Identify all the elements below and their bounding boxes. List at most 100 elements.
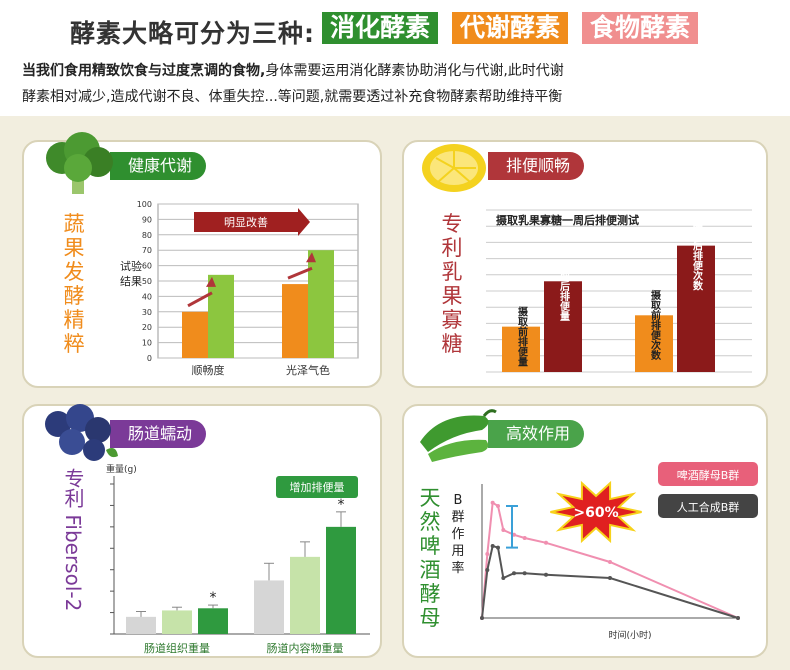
y-tick-label: 0: [147, 354, 152, 363]
y-tick-label: 30: [142, 308, 152, 317]
y-axis-label-line2: 结果: [120, 275, 142, 288]
callout-text: >60%: [573, 505, 618, 521]
y-tick-label: 60: [142, 262, 152, 271]
series-point-1: [544, 572, 548, 577]
improvement-arrow: [287, 266, 313, 280]
y-tick-label: 40: [142, 292, 152, 301]
y-tick-label: 80: [142, 231, 152, 240]
bar-high: [326, 526, 356, 634]
bar-control: [126, 616, 156, 634]
y-tick-label: 100: [137, 200, 152, 209]
bar-label-before: 摄取前排便量: [516, 305, 528, 366]
intro-line-1-bold: 当我们食用精致饮食与过度烹调的食物,: [22, 63, 266, 79]
label-efficacy: 高效作用: [488, 420, 585, 448]
x-category-label: 光泽气色: [286, 363, 330, 377]
product-bowel-text: 专利乳果寡糖: [441, 212, 463, 356]
product-efficacy: 天然啤酒酵母: [418, 486, 442, 630]
y-tick-label: 50: [142, 277, 152, 286]
y-axis-label: 重量(g): [106, 463, 137, 475]
legend-text-1: 啤酒酵母B群: [677, 468, 740, 482]
bar-low: [290, 556, 320, 634]
type-badge-digestive: 消化酵素: [322, 12, 439, 44]
pepper-icon: [420, 409, 497, 462]
series-point-1: [485, 568, 490, 572]
chart-title: 摄取乳果寡糖一周后排便测试: [496, 213, 639, 227]
type-badge-metabolic: 代谢酵素: [452, 12, 569, 44]
arrow-head: [206, 276, 216, 287]
intro-line-1: 当我们食用精致饮食与过度烹调的食物,身体需要运用消化酵素协助消化与代谢,此时代谢: [22, 58, 772, 84]
series-point-0: [496, 504, 500, 508]
x-category-label: 顺畅度: [192, 363, 225, 377]
annotation-box: [194, 212, 298, 232]
label-bowel: 排便顺畅: [488, 152, 585, 180]
product-intestine: 专利 Fibersol-2: [60, 468, 86, 616]
product-health: 蔬果发酵精粹: [62, 212, 86, 356]
bar-before: [502, 326, 540, 372]
legend-box-1: [658, 462, 758, 486]
x-category-label: 肠道内容物重量: [267, 641, 344, 655]
starburst-callout: [550, 480, 642, 544]
series-line-0: [481, 501, 739, 619]
bar-control: [254, 580, 284, 634]
y-axis-label-char: 作: [451, 527, 464, 542]
series-point-0: [485, 552, 490, 556]
significance-mark: *: [210, 590, 217, 606]
bar-label-after: 摄取后排便量: [558, 260, 570, 321]
bar-after: [677, 245, 715, 372]
page-title: 酵素大略可分为三种:: [70, 19, 315, 48]
product-health-text: 蔬果发酵精粹: [63, 212, 85, 356]
legend-box-2: [658, 494, 758, 518]
y-axis-label-char: 率: [451, 560, 464, 576]
bar-after: [308, 250, 334, 358]
series-point-0: [608, 560, 612, 564]
title-row: 酵素大略可分为三种: 消化酵素 代谢酵素 食物酵素: [0, 6, 790, 50]
bar-after: [544, 281, 582, 372]
label-health: 健康代谢: [110, 152, 207, 180]
intro-text: 当我们食用精致饮食与过度烹调的食物,身体需要运用消化酵素协助消化与代谢,此时代谢…: [22, 58, 772, 110]
series-point-1: [512, 571, 516, 576]
bar-label-after: 摄取后排便次数: [691, 219, 703, 291]
legend-text-2: 人工合成B群: [677, 500, 740, 514]
intro-line-1-rest: 身体需要运用消化酵素协助消化与代谢,此时代谢: [265, 63, 564, 79]
series-point-1: [496, 545, 500, 550]
series-point-1: [608, 576, 612, 580]
bar-after: [208, 274, 234, 358]
label-intestine: 肠道蠕动: [110, 420, 207, 448]
y-axis-label-char: 群: [451, 510, 464, 525]
series-point-0: [522, 536, 527, 540]
y-tick-label: 10: [142, 339, 152, 348]
series-point-1: [480, 616, 484, 620]
x-axis-label: 时间(小时): [608, 629, 651, 641]
bar-label-before: 摄取前排便次数: [649, 289, 661, 361]
broccoli-icon: [46, 132, 113, 194]
bar-before: [282, 284, 308, 358]
series-point-1: [490, 544, 495, 548]
type-badge-food: 食物酵素: [582, 12, 699, 44]
series-point-0: [544, 540, 548, 545]
annotation-text: 明显改善: [224, 215, 268, 229]
y-axis-label-line1: 试验: [120, 259, 142, 273]
series-line-1: [481, 544, 739, 619]
intro-line-2: 酵素相对减少,造成代谢不良、体重失控...等问题,就需要透过补充食物酵素帮助维持…: [22, 89, 563, 105]
chart-intestine: 重量(g) * 肠道组织重量 * 肠道内容物重量 增加排便量: [106, 463, 370, 655]
product-bowel: 专利乳果寡糖: [440, 212, 464, 356]
blueberry-icon: [45, 404, 118, 461]
bar-before: [635, 315, 673, 372]
annotation-box: [276, 476, 358, 498]
product-efficacy-text: 天然啤酒酵母: [419, 486, 441, 630]
y-tick-label: 90: [142, 215, 152, 224]
x-category-label: 肠道组织重量: [144, 641, 210, 655]
improvement-arrow: [187, 291, 213, 308]
lemon-icon: [422, 144, 486, 192]
series-point-1: [501, 576, 506, 580]
series-point-1: [522, 571, 527, 576]
y-tick-label: 20: [142, 323, 152, 332]
y-axis-label-char: B: [454, 493, 463, 508]
bar-high: [198, 608, 228, 634]
y-axis-label-char: 用: [451, 544, 464, 559]
annotation-text: 增加排便量: [290, 480, 345, 494]
